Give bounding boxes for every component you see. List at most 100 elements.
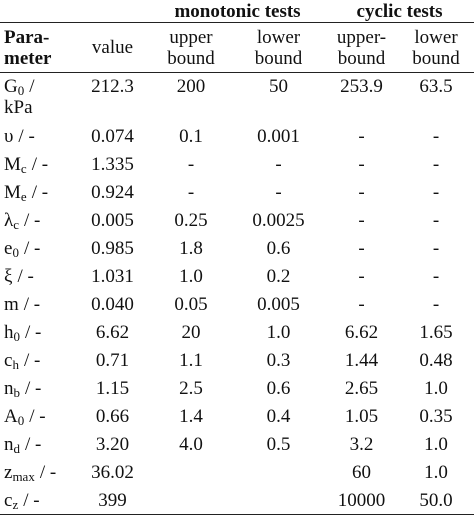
table-row: υ / - 0.074 0.1 0.001 - - — [0, 122, 474, 150]
empty-cell — [75, 0, 150, 23]
value-cell — [232, 486, 326, 515]
table-row: ξ / - 1.031 1.0 0.2 - - — [0, 262, 474, 290]
group-label: cyclic tests — [325, 0, 474, 23]
value-cell: 0.001 — [232, 122, 325, 150]
unit: / - — [23, 489, 40, 511]
value-cell: 63.5 — [398, 73, 474, 123]
subscript: e — [20, 188, 27, 204]
parameter: υ / - — [4, 126, 60, 147]
value-cell: - — [325, 178, 398, 206]
value-cell: 0.074 — [75, 122, 150, 150]
header-text: lower — [256, 26, 301, 48]
value-cell: 1.44 — [325, 346, 398, 374]
cell-text: 0.924 — [91, 181, 134, 203]
symbol: M — [4, 153, 21, 175]
cell-text: - — [358, 293, 365, 315]
unit: / - — [24, 209, 41, 231]
cell-text: 1.15 — [95, 377, 130, 399]
cell-text: 0.71 — [95, 349, 130, 371]
cell-text: 253.9 — [340, 76, 383, 97]
parameter: A0/ - — [4, 406, 60, 427]
unit: / - — [23, 349, 41, 371]
subscript: b — [13, 384, 21, 400]
parameter: e0/ - — [4, 238, 60, 259]
cell-text: 2.5 — [179, 377, 203, 399]
cell-text: - — [432, 293, 440, 315]
cell-text: 1.8 — [179, 237, 203, 259]
header-cell: Para-meter — [0, 22, 75, 73]
value-cell: 253.9 — [325, 73, 398, 123]
value-cell: - — [398, 206, 474, 234]
cell-text: 0.1 — [179, 125, 203, 147]
empty-cell — [0, 0, 75, 23]
value-cell: 1.0 — [398, 374, 474, 402]
table-row: e0/ - 0.985 1.8 0.6 - - — [0, 234, 474, 262]
value-cell: 0.3 — [232, 346, 325, 374]
cell-text: 1.0 — [424, 461, 448, 483]
subscript: 0 — [17, 83, 25, 98]
value-cell: 1.05 — [325, 402, 398, 430]
cell-text: 50 — [269, 76, 288, 97]
cell-text: 212.3 — [91, 76, 134, 97]
parameter-cell: nd / - — [0, 430, 75, 458]
value-cell: - — [398, 178, 474, 206]
cell-text: 0.0025 — [252, 209, 305, 231]
parameter-cell: G0/ kPa — [0, 73, 75, 123]
cell-text: 0.3 — [266, 349, 291, 371]
cell-text: 0.35 — [419, 405, 453, 427]
header-cell: lower bound — [232, 22, 326, 73]
unit: / - — [31, 181, 49, 203]
symbol: h — [4, 321, 14, 343]
parameter-cell: υ / - — [0, 122, 75, 150]
value-cell: 0.48 — [398, 346, 474, 374]
parameter-cell: Me / - — [0, 178, 75, 206]
value-cell: - — [398, 234, 474, 262]
cell-text: - — [432, 125, 440, 147]
cell-text: 63.5 — [419, 76, 453, 97]
value-cell: 1.0 — [398, 430, 474, 458]
cell-text: 4.0 — [179, 433, 203, 455]
parameter: h0/ - — [4, 322, 60, 343]
value-cell: 0.0025 — [232, 206, 325, 234]
value-cell: 399 — [75, 486, 150, 515]
symbol: M — [4, 181, 21, 203]
cell-text: - — [358, 181, 365, 203]
cell-text: - — [275, 153, 282, 175]
value-cell: - — [398, 122, 474, 150]
unit: / - — [25, 377, 42, 399]
unit: / - — [25, 321, 42, 343]
header-cell: upper-bound — [325, 22, 399, 73]
value-cell: 0.6 — [232, 234, 325, 262]
cell-text: 1.05 — [344, 405, 379, 427]
value-cell: 6.62 — [75, 318, 150, 346]
symbol: A — [4, 405, 18, 427]
parameter: G0/ kPa — [4, 76, 60, 118]
symbol: m — [4, 293, 19, 315]
subscript: c — [13, 216, 19, 232]
symbol: G — [4, 76, 18, 97]
cell-text: 1.335 — [91, 153, 134, 175]
unit: / - — [17, 265, 34, 287]
table-row: cz / - 399 10000 50.0 — [0, 486, 474, 515]
subscript: 0 — [13, 328, 21, 344]
value-cell: - — [325, 262, 398, 290]
cell-text: 0.985 — [91, 237, 134, 259]
value-cell: - — [150, 150, 232, 178]
table-row: Me / - 0.924 - - - - — [0, 178, 474, 206]
cell-text: 0.05 — [174, 293, 208, 315]
parameter: cz / - — [4, 490, 60, 511]
cell-text: - — [358, 153, 365, 175]
cell-text: - — [358, 125, 365, 147]
unit: / - — [23, 237, 41, 259]
subscript: c — [20, 160, 27, 176]
parameter: zmax / - — [4, 462, 60, 483]
parameter: m / - — [4, 294, 60, 315]
cell-text: 6.62 — [344, 321, 379, 343]
value-cell: 1.8 — [150, 234, 232, 262]
header-text: value — [91, 37, 134, 58]
cell-text: 50.0 — [419, 489, 453, 511]
value-cell: 1.65 — [398, 318, 474, 346]
header-text: bound — [254, 47, 303, 69]
